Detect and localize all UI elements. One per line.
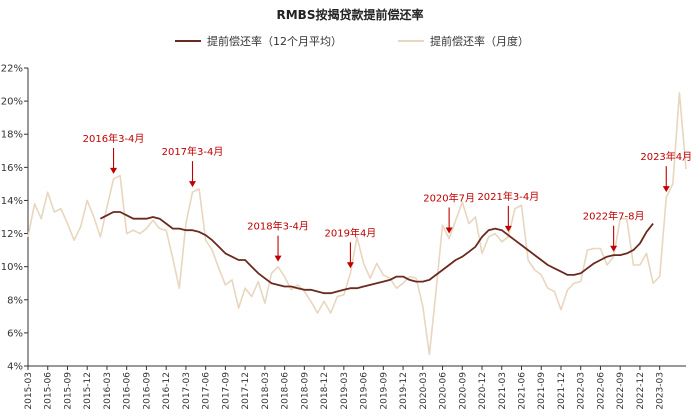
annotation-arrow-head xyxy=(504,225,512,232)
legend-label-ma12: 提前偿还率（12个月平均） xyxy=(207,35,342,48)
annotation-arrow-head xyxy=(346,262,354,269)
x-tick-label: 2018-12 xyxy=(320,372,330,410)
legend-swatch-ma12 xyxy=(175,40,201,42)
annotation-label: 2022年7-8月 xyxy=(583,210,645,223)
x-tick-label: 2016-09 xyxy=(142,372,152,410)
y-tick-label: 18% xyxy=(1,130,23,141)
y-tick-label: 8% xyxy=(7,295,23,306)
y-tick-label: 4% xyxy=(7,362,23,373)
legend-item-monthly: 提前偿还率（月度） xyxy=(398,33,529,49)
series-line-monthly xyxy=(27,92,687,356)
x-tick-label: 2022-09 xyxy=(616,372,626,410)
x-tick-label: 2016-06 xyxy=(123,372,133,410)
x-tick-label: 2016-12 xyxy=(162,372,172,410)
annotation-label: 2016年3-4月 xyxy=(83,132,145,145)
x-tick-label: 2018-03 xyxy=(261,372,271,410)
y-tick-label: 12% xyxy=(1,229,23,240)
x-tick-label: 2022-06 xyxy=(596,372,606,410)
x-tick-label: 2015-03 xyxy=(24,372,34,410)
x-tick-label: 2017-03 xyxy=(182,372,192,410)
x-tick-label: 2017-12 xyxy=(241,372,251,410)
annotation-arrow-head xyxy=(274,255,282,262)
annotation-label: 2018年3-4月 xyxy=(247,220,309,233)
x-tick-label: 2019-09 xyxy=(379,372,389,410)
legend-label-monthly: 提前偿还率（月度） xyxy=(430,35,529,48)
x-tick-label: 2015-06 xyxy=(44,372,54,410)
x-tick-label: 2021-12 xyxy=(557,372,567,410)
annotation-arrow-head xyxy=(610,245,618,252)
x-tick-label: 2020-09 xyxy=(458,372,468,410)
annotation-arrow-head xyxy=(189,181,196,188)
y-tick-label: 16% xyxy=(1,163,23,174)
x-tick-label: 2017-09 xyxy=(221,372,231,410)
x-tick-label: 2023-03 xyxy=(656,372,666,410)
annotation-label: 2023年4月 xyxy=(640,150,692,163)
y-tick-label: 10% xyxy=(1,262,23,273)
chart-title: RMBS按揭贷款提前偿还率 xyxy=(276,8,424,22)
x-tick-label: 2019-12 xyxy=(399,372,409,410)
x-tick-label: 2017-06 xyxy=(202,372,212,410)
series-line-ma12 xyxy=(99,211,654,295)
x-tick-label: 2016-03 xyxy=(103,372,113,410)
annotation-arrow-head xyxy=(662,186,670,193)
x-tick-label: 2018-06 xyxy=(281,372,291,410)
x-tick-label: 2021-06 xyxy=(518,372,528,410)
annotation-arrow-head xyxy=(445,227,453,234)
legend-item-ma12: 提前偿还率（12个月平均） xyxy=(175,33,342,49)
x-tick-label: 2020-06 xyxy=(439,372,449,410)
x-tick-label: 2018-09 xyxy=(300,372,310,410)
annotation-label: 2020年7月 xyxy=(423,192,475,205)
annotation-label: 2017年3-4月 xyxy=(162,145,224,158)
y-tick-label: 20% xyxy=(1,97,23,108)
x-tick-label: 2022-03 xyxy=(577,372,587,410)
annotation-label: 2021年3-4月 xyxy=(477,190,539,203)
y-tick-label: 22% xyxy=(1,64,23,75)
x-tick-label: 2019-03 xyxy=(340,372,350,410)
x-tick-label: 2019-06 xyxy=(360,372,370,410)
y-tick-label: 14% xyxy=(1,196,23,207)
legend-swatch-monthly xyxy=(398,40,424,42)
x-tick-label: 2020-12 xyxy=(478,372,488,410)
x-tick-label: 2015-09 xyxy=(63,372,73,410)
x-tick-label: 2015-12 xyxy=(83,372,93,410)
x-tick-label: 2021-09 xyxy=(537,372,547,410)
annotation-label: 2019年4月 xyxy=(325,226,377,239)
x-tick-label: 2021-03 xyxy=(498,372,508,410)
x-tick-label: 2020-03 xyxy=(419,372,429,410)
annotation-arrow-head xyxy=(110,167,118,174)
x-tick-label: 2022-12 xyxy=(636,372,646,410)
y-tick-label: 6% xyxy=(7,328,23,339)
